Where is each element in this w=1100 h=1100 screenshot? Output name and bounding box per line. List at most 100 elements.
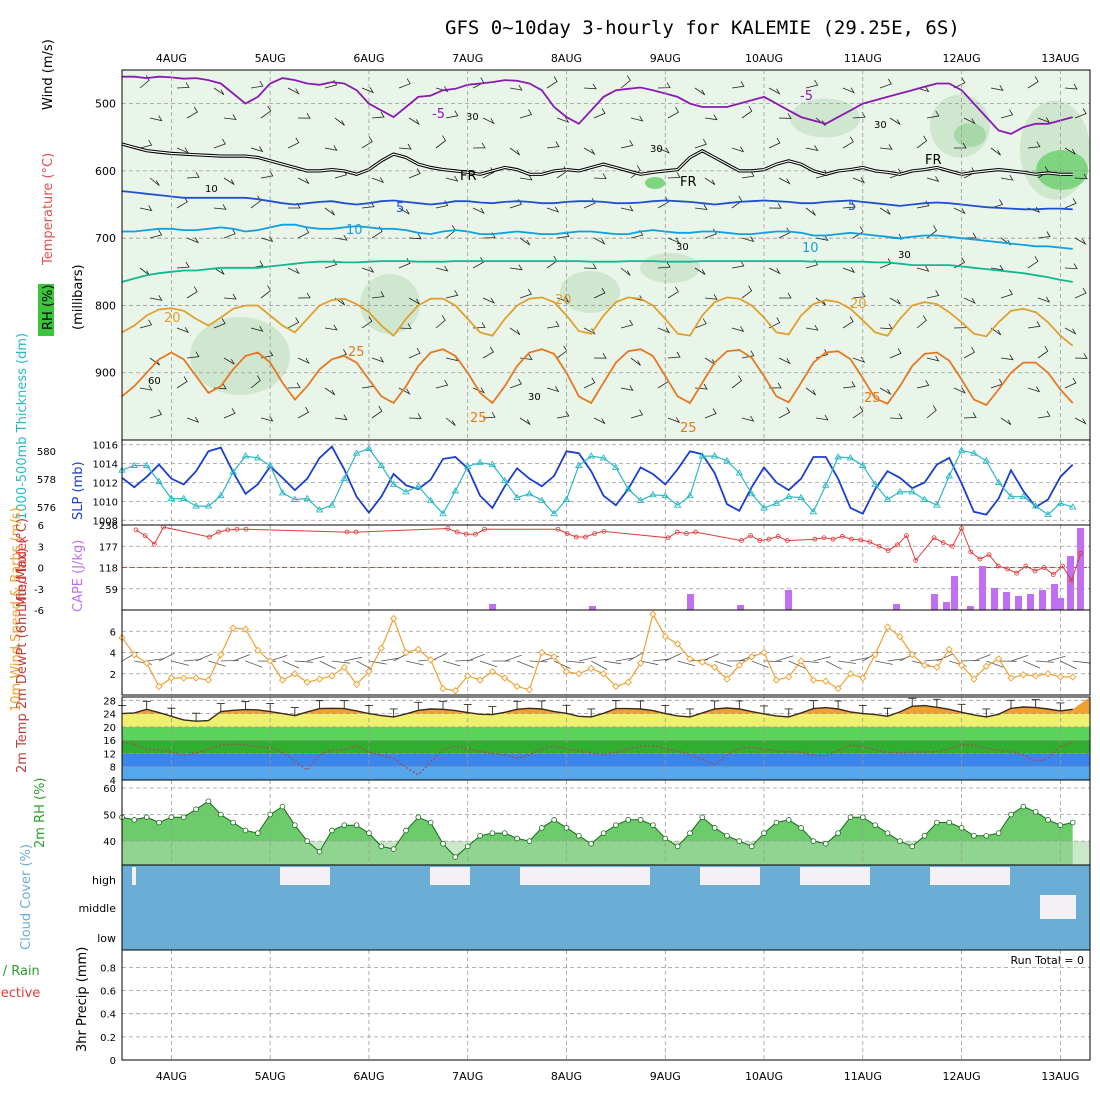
rh-marker [687, 830, 693, 836]
precip-legend-convective: Convective [0, 986, 40, 1001]
rh-marker [872, 822, 878, 828]
date-label-bottom: 13AUG [1041, 1070, 1079, 1083]
thickness-marker [130, 461, 139, 468]
upper-wind-barb [149, 115, 163, 122]
cape-bar [489, 604, 496, 610]
wind-barb [307, 655, 325, 662]
lifted-index-marker [555, 526, 561, 532]
upper-wind-barb [287, 382, 301, 389]
temp-minmax-bar [364, 705, 373, 714]
upper-wind-barb [990, 85, 1004, 91]
wind-speed-marker [402, 648, 410, 657]
upper-wind-barb [556, 166, 568, 179]
upper-wind-barb [963, 297, 976, 305]
upper-wind-barb [435, 265, 449, 272]
wind-barb [344, 656, 362, 662]
temp-minmax-bar [562, 704, 571, 714]
thickness-marker [513, 493, 521, 501]
upper-wind-barb [583, 147, 596, 156]
upper-wind-barb [805, 324, 819, 331]
wind-barb [504, 654, 522, 662]
temp-minmax-bar [982, 708, 991, 717]
upper-wind-barb [926, 110, 940, 119]
date-label-top: 4AUG [156, 52, 187, 65]
lifted-index-marker [683, 531, 689, 536]
lifted-index-marker [867, 539, 873, 545]
isotherm-label: 5 [848, 199, 856, 214]
wind-speed-marker [933, 663, 941, 672]
wind-speed-marker [525, 686, 534, 694]
upper-wind-barb [667, 351, 681, 359]
rh-marker [748, 843, 755, 850]
upper-wind-barb [1037, 231, 1051, 239]
rh-marker [822, 840, 829, 847]
temp-minmax-bar [315, 700, 324, 709]
rh-contour-label: 30 [874, 120, 887, 131]
wind-barb [1035, 660, 1054, 663]
pressure-tick-label: 700 [95, 232, 116, 245]
wind-speed-marker [661, 632, 669, 641]
lifted-index-marker [665, 535, 671, 541]
wind-speed-marker [908, 650, 916, 659]
wind-barb [146, 658, 165, 662]
lifted-index-marker [959, 526, 964, 531]
temp-minmax-bar [142, 700, 151, 710]
lifted-index-marker [1032, 568, 1038, 574]
thickness-marker [550, 509, 558, 517]
rh-contour-label: 30 [466, 112, 479, 123]
upper-wind-barb [667, 237, 680, 244]
lifted-index-marker [133, 527, 139, 533]
wind-barb [381, 657, 400, 662]
wind-barb [986, 660, 1004, 668]
wind-speed-marker [340, 663, 348, 672]
upper-wind-barb [435, 315, 446, 329]
upper-wind-barb [852, 177, 866, 184]
lifted-index-marker [583, 534, 588, 540]
cloud-gap-high [700, 867, 760, 885]
upper-wind-barb [213, 267, 225, 275]
wind-speed-marker [970, 675, 978, 683]
cloud-gap-high [430, 867, 470, 885]
date-label-bottom: 6AUG [353, 1070, 384, 1083]
rh-marker [785, 817, 792, 823]
upper-wind-barb [593, 287, 606, 299]
wind-barb [171, 660, 189, 666]
wind-barb [652, 658, 671, 662]
lifted-index-marker [1078, 550, 1084, 556]
thickness-marker [155, 477, 163, 485]
cape-bar [931, 594, 938, 610]
rh-marker [860, 814, 866, 820]
upper-wind-barb [926, 355, 940, 362]
temp-tick-label: 24 [103, 710, 116, 721]
thickness-marker [735, 469, 744, 476]
rh-marker [909, 843, 916, 850]
upper-wind-barb [1027, 141, 1041, 149]
wind-barb [1060, 660, 1077, 670]
wind-speed-marker [278, 676, 287, 684]
date-label-top: 6AUG [353, 52, 384, 65]
pressure-tick-label: 500 [95, 98, 116, 111]
upper-wind-barb [1000, 237, 1012, 246]
upper-wind-barb [1074, 353, 1088, 359]
upper-wind-barb [186, 286, 198, 299]
temp-minmax-bar [266, 703, 275, 712]
upper-wind-barb [176, 327, 190, 334]
wind-barb [405, 660, 424, 666]
lifted-index-marker [913, 558, 919, 563]
thickness-marker [525, 489, 534, 497]
wind-barb [516, 660, 534, 669]
upper-wind-barb [916, 265, 930, 272]
upper-wind-barb [287, 137, 300, 149]
upper-wind-barb [926, 290, 940, 299]
lifted-index-marker [445, 526, 451, 531]
wind-barb [677, 660, 696, 667]
thickness-marker [426, 496, 435, 503]
cape-bar [967, 606, 974, 610]
temp-minmax-bar [957, 703, 966, 713]
upper-wind-barb [546, 206, 560, 213]
upper-wind-barb [482, 411, 496, 419]
upper-wind-barb [879, 387, 892, 396]
upper-wind-barb [445, 417, 456, 426]
upper-wind-barb [1037, 345, 1049, 359]
wind-barb [764, 660, 783, 662]
